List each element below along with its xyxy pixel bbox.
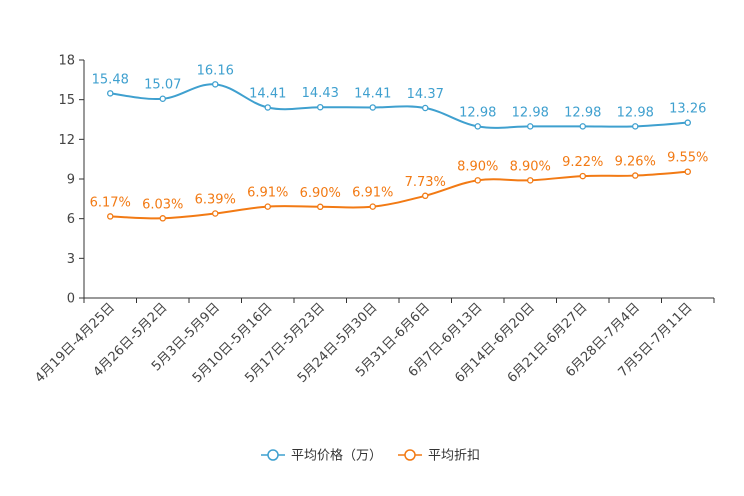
data-label: 14.43 bbox=[302, 86, 339, 101]
data-point[interactable] bbox=[421, 104, 429, 112]
data-point[interactable] bbox=[264, 104, 271, 111]
data-point[interactable] bbox=[211, 210, 219, 217]
data-label: 12.98 bbox=[459, 105, 496, 120]
y-tick-label: 6 bbox=[67, 212, 75, 227]
data-point[interactable] bbox=[159, 215, 166, 222]
data-label: 12.98 bbox=[617, 105, 654, 120]
data-label: 6.17% bbox=[90, 195, 131, 210]
data-label: 14.41 bbox=[354, 86, 391, 101]
data-point[interactable] bbox=[211, 81, 219, 88]
data-point[interactable] bbox=[474, 123, 481, 130]
legend-label: 平均折扣 bbox=[428, 449, 480, 464]
data-label: 12.98 bbox=[512, 105, 549, 120]
data-label: 12.98 bbox=[564, 105, 601, 120]
series-1: 6.17% 6.03% 6.39% 6.91% 6.90% 6.91% 7.73% 8.90%… bbox=[90, 151, 708, 222]
data-point[interactable] bbox=[369, 104, 376, 111]
data-point[interactable] bbox=[264, 203, 271, 210]
data-point[interactable] bbox=[579, 172, 587, 180]
data-label: 15.48 bbox=[92, 72, 129, 87]
y-tick-label: 9 bbox=[67, 173, 75, 188]
data-point[interactable] bbox=[316, 103, 324, 111]
data-label: 7.73% bbox=[405, 175, 446, 190]
data-label: 6.03% bbox=[142, 197, 183, 212]
data-label: 6.91% bbox=[247, 186, 288, 201]
legend-label: 平均价格（万） bbox=[291, 448, 382, 464]
data-label: 8.90% bbox=[457, 159, 498, 174]
data-point[interactable] bbox=[369, 203, 376, 210]
data-label: 15.07 bbox=[144, 78, 181, 93]
legend: 平均价格（万） 平均折扣 bbox=[261, 448, 480, 464]
legend-item-1[interactable]: 平均折扣 bbox=[398, 449, 480, 464]
data-label: 6.90% bbox=[300, 186, 341, 201]
data-label: 6.91% bbox=[352, 186, 393, 201]
series-0: 15.48 15.07 16.16 14.41 14.43 14.41 14.37 12.98… bbox=[92, 63, 706, 130]
data-label: 9.22% bbox=[562, 155, 603, 170]
data-point[interactable] bbox=[684, 168, 692, 175]
legend-marker-icon bbox=[267, 449, 279, 461]
data-label: 8.90% bbox=[510, 159, 551, 174]
y-tick-label: 3 bbox=[67, 252, 75, 267]
y-tick-label: 15 bbox=[58, 93, 75, 108]
data-point[interactable] bbox=[421, 192, 429, 200]
data-point[interactable] bbox=[579, 123, 587, 130]
legend-marker-icon bbox=[404, 449, 416, 461]
data-label: 13.26 bbox=[669, 102, 706, 117]
series-line bbox=[110, 83, 688, 129]
data-point[interactable] bbox=[527, 177, 534, 184]
data-point[interactable] bbox=[632, 123, 639, 130]
x-axis: 4月19日-4月25日4月26日-5月2日5月3日-5月9日5月10日-5月16… bbox=[32, 297, 715, 386]
data-label: 14.37 bbox=[407, 87, 444, 102]
data-label: 9.55% bbox=[667, 151, 708, 166]
legend-item-0[interactable]: 平均价格（万） bbox=[261, 448, 382, 464]
series-layer: 15.48 15.07 16.16 14.41 14.43 14.41 14.37 12.98… bbox=[90, 63, 708, 222]
series-line bbox=[110, 170, 688, 220]
data-point[interactable] bbox=[684, 119, 692, 126]
y-tick-label: 0 bbox=[67, 292, 75, 307]
data-point[interactable] bbox=[632, 172, 639, 179]
data-point[interactable] bbox=[527, 123, 534, 130]
data-label: 16.16 bbox=[197, 63, 234, 78]
data-point[interactable] bbox=[316, 203, 324, 211]
data-point[interactable] bbox=[107, 90, 114, 97]
y-tick-label: 12 bbox=[58, 133, 75, 148]
y-tick-label: 18 bbox=[58, 54, 75, 69]
data-label: 9.26% bbox=[615, 155, 656, 170]
data-point[interactable] bbox=[159, 95, 166, 102]
data-label: 6.39% bbox=[195, 193, 236, 208]
data-label: 14.41 bbox=[249, 86, 286, 101]
data-point[interactable] bbox=[107, 213, 114, 220]
y-axis: 0 3 6 9 12 15 18 bbox=[58, 54, 85, 307]
data-point[interactable] bbox=[474, 177, 481, 184]
